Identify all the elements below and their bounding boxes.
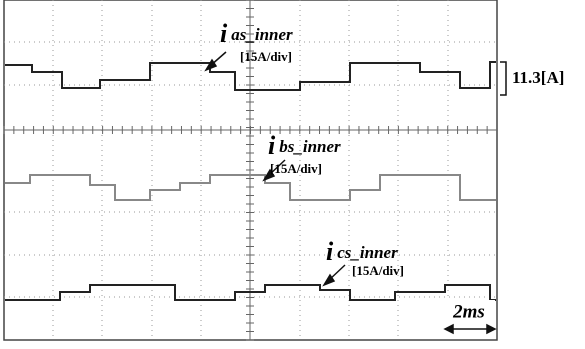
trace-scale: [15A/div] <box>240 49 292 64</box>
trace-scale: [15A/div] <box>270 161 322 176</box>
page: ias_inner [15A/div] ibs_inner [15A/div] … <box>0 0 585 349</box>
amplitude-label: 11.3[A] <box>512 68 564 87</box>
trace-scale: [15A/div] <box>352 263 404 278</box>
scope-figure: ias_inner [15A/div] ibs_inner [15A/div] … <box>0 0 585 349</box>
amplitude-bracket <box>500 62 506 95</box>
time-scale-label: 2ms <box>452 301 485 322</box>
